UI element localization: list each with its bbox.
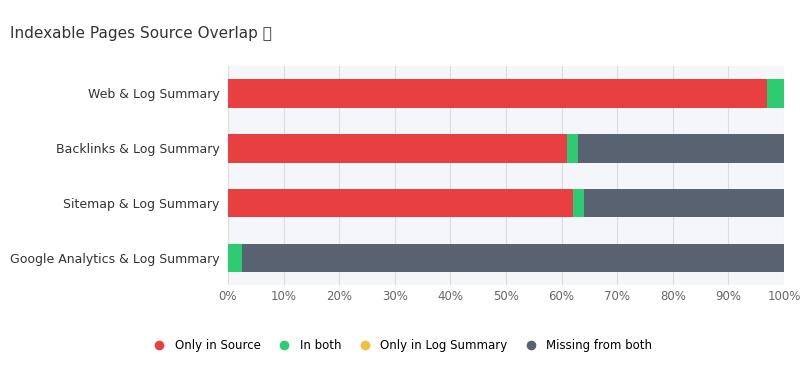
Bar — [767, 79, 784, 108]
Bar — [567, 134, 578, 163]
Bar — [228, 244, 242, 272]
Bar — [584, 189, 784, 217]
Bar — [228, 189, 573, 217]
Bar — [228, 79, 767, 108]
Bar — [573, 189, 584, 217]
Legend: Only in Source, In both, Only in Log Summary, Missing from both: Only in Source, In both, Only in Log Sum… — [143, 334, 657, 356]
Text: Indexable Pages Source Overlap ⓘ: Indexable Pages Source Overlap ⓘ — [10, 26, 272, 41]
Bar — [242, 244, 784, 272]
Bar — [578, 134, 784, 163]
Bar — [228, 134, 567, 163]
